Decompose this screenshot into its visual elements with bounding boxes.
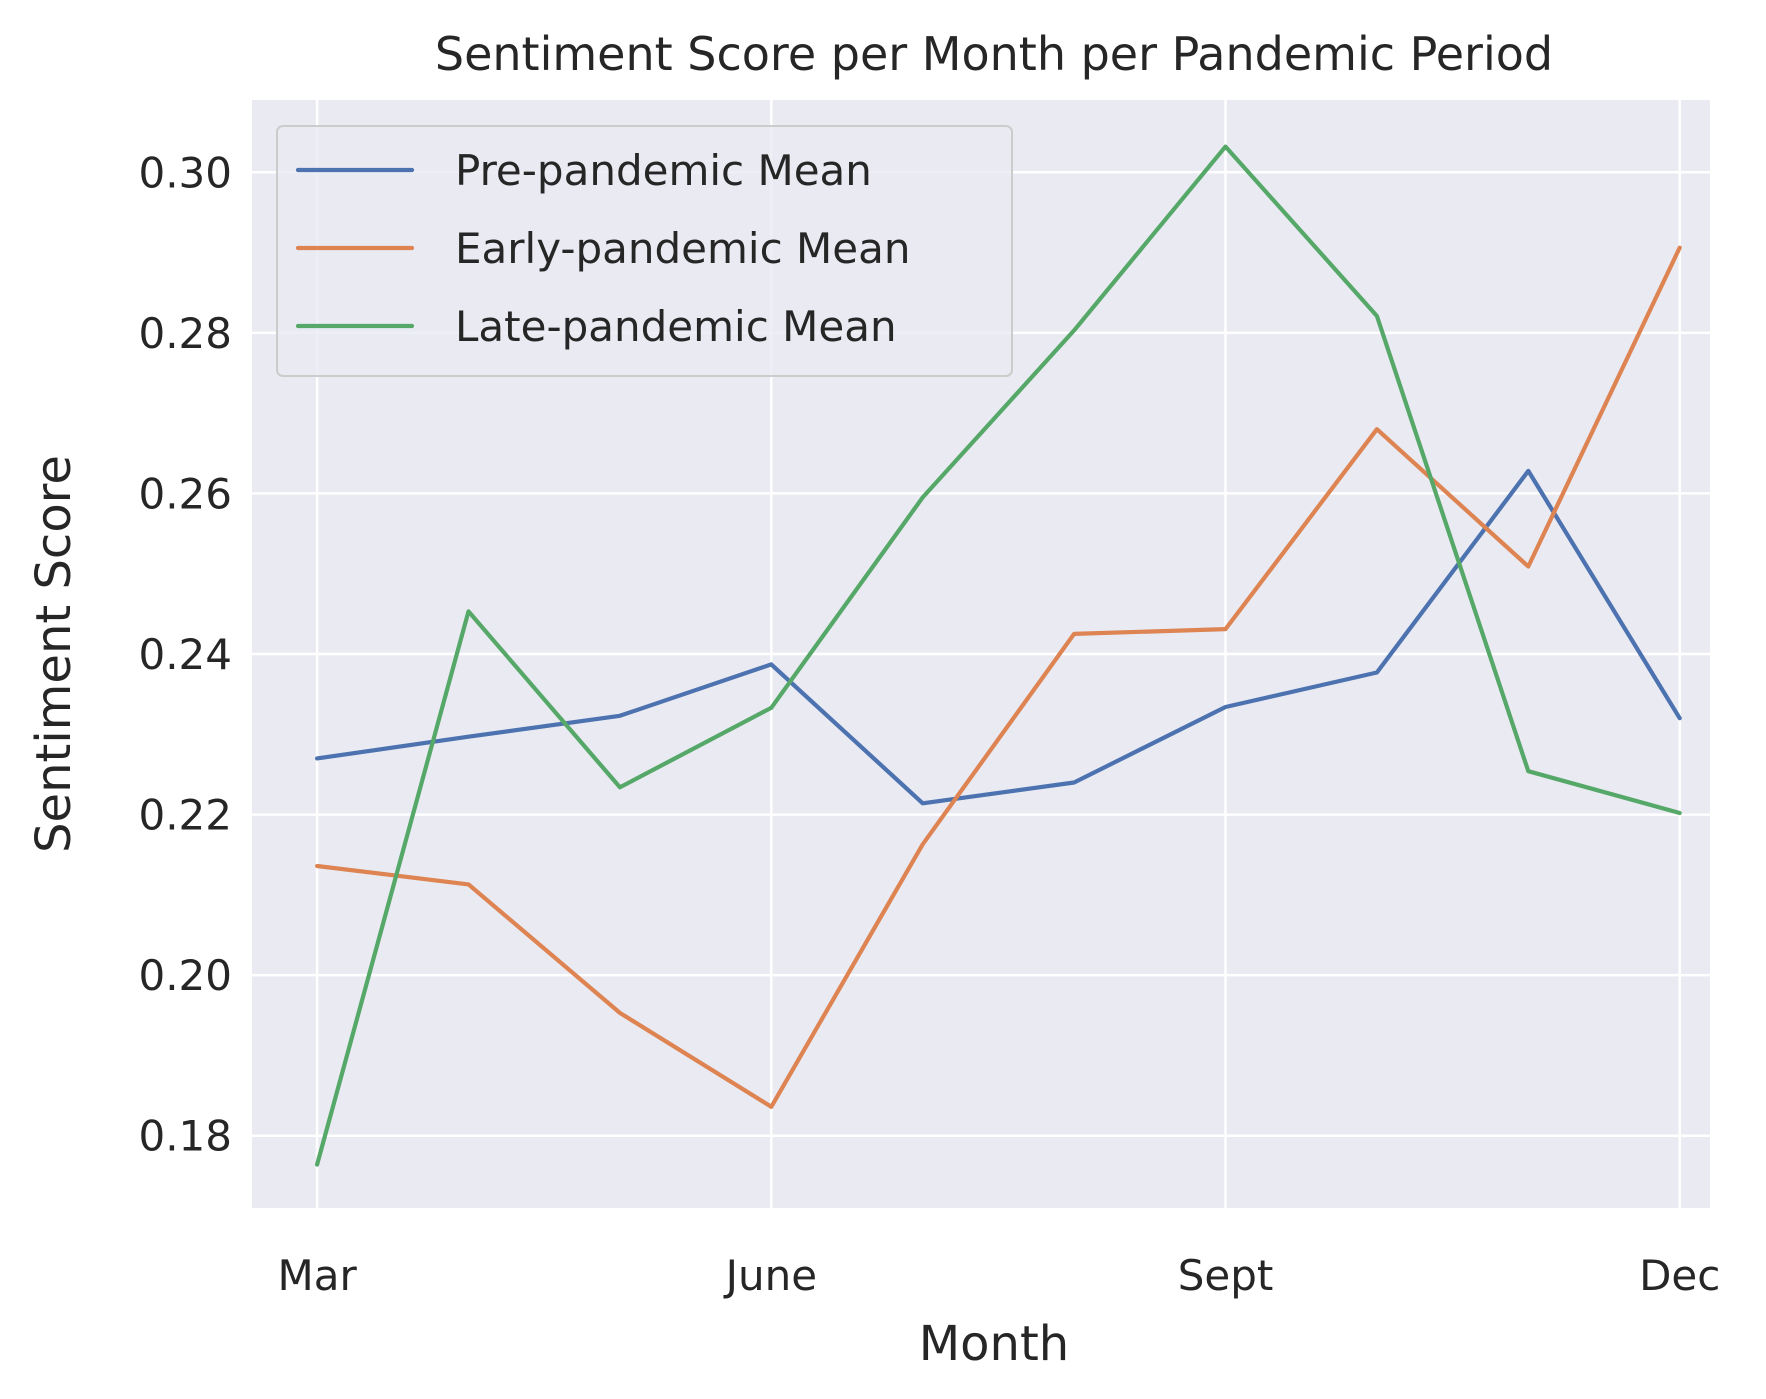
y-tick-label: 0.26: [138, 469, 232, 518]
legend-entry-label: Late-pandemic Mean: [455, 302, 897, 351]
series-layer: [315, 144, 1682, 1167]
y-tick-label: 0.18: [138, 1112, 232, 1161]
x-tick-label: Dec: [1639, 1251, 1720, 1300]
legend-entry-label: Pre-pandemic Mean: [455, 146, 872, 195]
legend-box: [276, 125, 1013, 377]
y-tick-label: 0.20: [138, 951, 232, 1000]
x-axis-label: Month: [919, 1316, 1069, 1372]
x-tick-label: Sept: [1178, 1251, 1274, 1300]
y-tick-label: 0.22: [138, 791, 232, 840]
y-tick-label: 0.30: [138, 148, 232, 197]
x-tick-label: Mar: [277, 1251, 357, 1300]
y-tick-labels: 0.18 0.20 0.22 0.24 0.26 0.28 0.30: [138, 148, 232, 1160]
series-line-2: [315, 245, 1682, 1109]
y-tick-label: 0.28: [138, 309, 232, 358]
legend: Pre-pandemic Mean Early-pandemic Mean Late…: [276, 125, 1013, 377]
series-line-1: [315, 468, 1682, 806]
chart-title: Sentiment Score per Month per Pandemic P…: [435, 27, 1553, 81]
y-tick-label: 0.24: [138, 630, 232, 679]
series-line-3: [315, 144, 1682, 1167]
legend-entry-label: Early-pandemic Mean: [455, 224, 910, 273]
x-tick-labels: Mar June Sept Dec: [277, 1251, 1720, 1300]
y-axis-label: Sentiment Score: [26, 455, 82, 853]
x-tick-label: June: [723, 1251, 817, 1300]
